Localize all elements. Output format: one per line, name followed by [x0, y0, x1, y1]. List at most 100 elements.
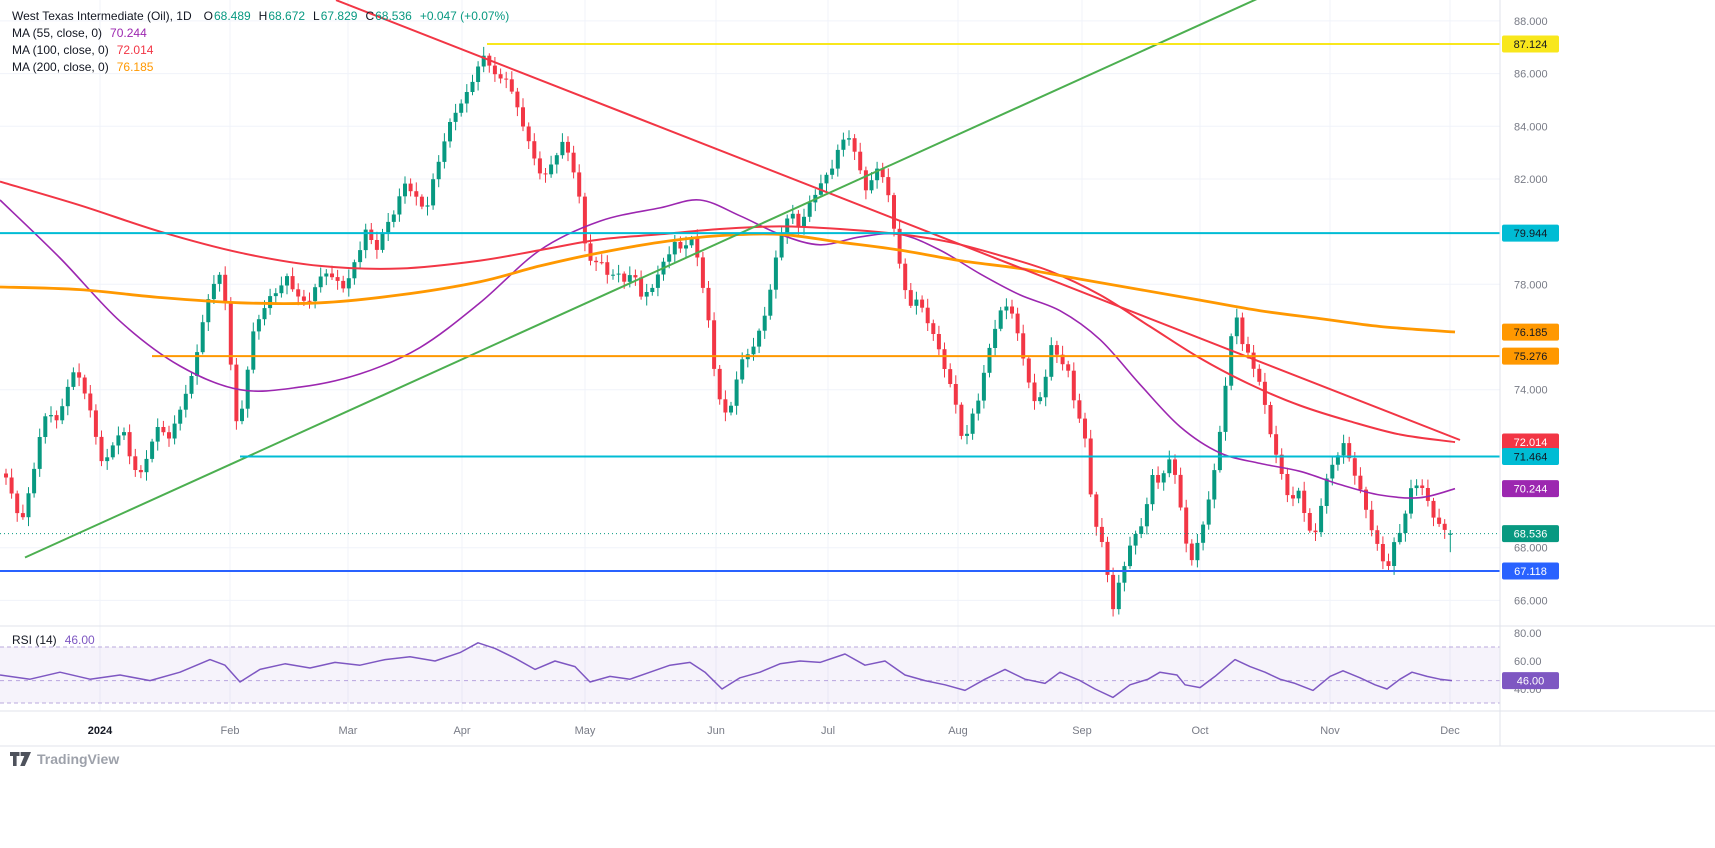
tradingview-logo[interactable]: TradingView: [10, 751, 119, 767]
candlestick-series[interactable]: [4, 46, 1453, 617]
candle-body: [217, 274, 222, 284]
candle-body: [133, 456, 138, 470]
candle-body: [307, 300, 312, 302]
price-badge-70.244: 70.244: [1502, 480, 1559, 498]
candle-body: [1139, 526, 1144, 534]
chart-legend: West Texas Intermediate (Oil), 1D O 68.4…: [12, 7, 509, 75]
candle-body: [633, 275, 638, 278]
candle-body: [897, 228, 902, 264]
candle-body: [223, 274, 228, 304]
candle-body: [256, 319, 261, 332]
candle-body: [481, 55, 486, 67]
candle-body: [835, 149, 840, 169]
candle-body: [1128, 545, 1132, 567]
time-axis-label: Sep: [1072, 725, 1092, 737]
candle-body: [313, 287, 318, 302]
candle-body: [1442, 523, 1447, 530]
candle-body: [549, 164, 554, 175]
candle-body: [391, 214, 396, 222]
candle-body: [779, 235, 784, 258]
candle-body: [1431, 500, 1436, 518]
price-axis[interactable]: 88.000 86.000 84.000 82.000 78.000 74.000 68.0…: [1502, 16, 1559, 696]
candle-body: [1313, 530, 1318, 533]
candle-body: [1319, 505, 1324, 533]
high-value: 68.672: [268, 8, 306, 23]
trendline-ascending-support[interactable]: [24, 0, 1258, 559]
candle-body: [532, 141, 537, 159]
rsi-legend-row[interactable]: RSI (14) 46.00: [12, 633, 95, 647]
candle-body: [959, 404, 964, 436]
symbol-title[interactable]: West Texas Intermediate (Oil), 1D: [12, 8, 192, 23]
candle-body: [1066, 364, 1071, 371]
candle-body: [1437, 517, 1442, 524]
ma-100-legend-row[interactable]: MA (100, close, 0) 72.014: [12, 41, 509, 58]
candle-body: [740, 359, 745, 380]
candle-body: [116, 435, 121, 446]
candle-body: [1296, 490, 1301, 499]
ma-200-legend-row[interactable]: MA (200, close, 0) 76.185: [12, 58, 509, 75]
ma-55-legend-row[interactable]: MA (55, close, 0) 70.244: [12, 24, 509, 41]
candle-body: [1032, 382, 1037, 402]
candle-body: [296, 289, 301, 297]
candle-body: [1184, 507, 1189, 544]
candle-body: [144, 458, 149, 473]
candle-body: [110, 445, 115, 458]
candle-body: [1133, 534, 1138, 546]
candle-body: [436, 161, 441, 180]
ma-100-line[interactable]: [0, 180, 1456, 444]
candle-body: [993, 328, 998, 348]
candle-body: [566, 141, 570, 153]
candle-body: [1347, 443, 1352, 459]
candle-body: [712, 320, 717, 369]
time-axis[interactable]: 2024 Feb Mar Apr May Jun Jul Aug Sep Oct Nov Dec: [88, 725, 1461, 737]
candle-body: [498, 74, 503, 79]
price-badge-79.944: 79.944: [1502, 224, 1559, 242]
candle-body: [1335, 455, 1340, 465]
candle-body: [15, 493, 20, 514]
candle-body: [476, 66, 481, 82]
candle-body: [251, 331, 256, 370]
trendline-descending-resistance[interactable]: [335, 0, 1461, 441]
candle-body: [1358, 475, 1363, 490]
price-levels: [0, 43, 1500, 572]
candle-body: [981, 372, 986, 401]
candle-body: [189, 376, 194, 394]
candle-body: [318, 276, 323, 288]
candle-body: [678, 241, 683, 249]
candle-body: [346, 278, 351, 289]
candle-body: [1262, 381, 1267, 405]
candle-body: [599, 262, 604, 264]
rsi-pane[interactable]: [0, 642, 1500, 704]
candle-body: [892, 195, 896, 229]
candle-body: [127, 432, 132, 457]
time-axis-label: Jun: [707, 725, 725, 737]
ma-200-value: 76.185: [116, 59, 154, 74]
price-badge-71.464: 71.464: [1502, 448, 1559, 465]
candle-body: [37, 437, 42, 469]
candle-body: [105, 457, 110, 462]
time-axis-label: Mar: [339, 725, 358, 737]
candle-body: [802, 216, 806, 228]
pane-dividers: [0, 0, 1715, 747]
time-axis-label: May: [575, 725, 596, 737]
candle-body: [71, 372, 76, 387]
rsi-label: RSI (14): [12, 633, 57, 647]
candle-body: [178, 409, 183, 424]
svg-text:72.014: 72.014: [1514, 437, 1548, 449]
candle-body: [369, 229, 374, 240]
rsi-axis-label: 60.00: [1514, 656, 1542, 668]
candle-body: [1380, 544, 1385, 562]
candle-body: [571, 152, 576, 173]
price-badge-72.014: 72.014: [1502, 433, 1559, 451]
ma-55-line[interactable]: [0, 199, 1456, 499]
candle-body: [453, 112, 458, 122]
candle-body: [138, 470, 143, 473]
candle-body: [324, 273, 329, 277]
candle-body: [695, 238, 700, 258]
candle-body: [582, 196, 587, 244]
candle-body: [206, 299, 211, 323]
candle-body: [397, 196, 402, 215]
candle-body: [1324, 478, 1329, 506]
